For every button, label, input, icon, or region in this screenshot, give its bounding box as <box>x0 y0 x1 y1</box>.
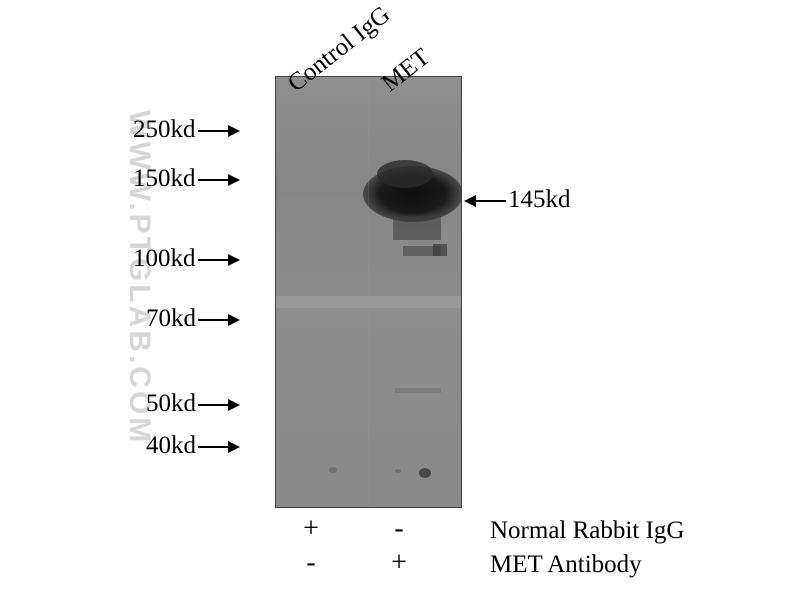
ladder-250kd: 250kd <box>133 116 240 144</box>
ladder-text: 100kd <box>133 245 196 272</box>
ladder-50kd: 50kd <box>146 390 240 418</box>
arrow-right-icon <box>196 123 240 139</box>
cond-r0-l0: + <box>291 513 331 545</box>
cond-r1-l1: + <box>379 547 419 579</box>
ladder-text: 70kd <box>146 305 196 332</box>
ladder-text: 40kd <box>146 432 196 459</box>
arrow-right-icon <box>196 252 240 268</box>
ladder-text: 250kd <box>133 116 196 143</box>
band-callout-text: 145kd <box>508 186 571 213</box>
ladder-40kd: 40kd <box>146 432 240 460</box>
cond-r0-l1: - <box>379 513 419 545</box>
arrow-right-icon <box>196 439 240 455</box>
western-blot-figure: WWW.PTGLAB.COM <box>0 0 800 600</box>
ladder-text: 50kd <box>146 390 196 417</box>
blot-image <box>275 76 462 508</box>
arrow-right-icon <box>196 172 240 188</box>
cond-r1-label: MET Antibody <box>490 551 642 579</box>
arrow-left-icon <box>464 193 508 209</box>
arrow-right-icon <box>196 397 240 413</box>
ladder-150kd: 150kd <box>133 165 240 193</box>
ladder-text: 150kd <box>133 165 196 192</box>
cond-r1-l0: - <box>291 547 331 579</box>
ladder-100kd: 100kd <box>133 245 240 273</box>
cond-r0-label: Normal Rabbit IgG <box>490 517 684 545</box>
ladder-70kd: 70kd <box>146 305 240 333</box>
band-callout-145kd: 145kd <box>464 186 571 214</box>
arrow-right-icon <box>196 312 240 328</box>
